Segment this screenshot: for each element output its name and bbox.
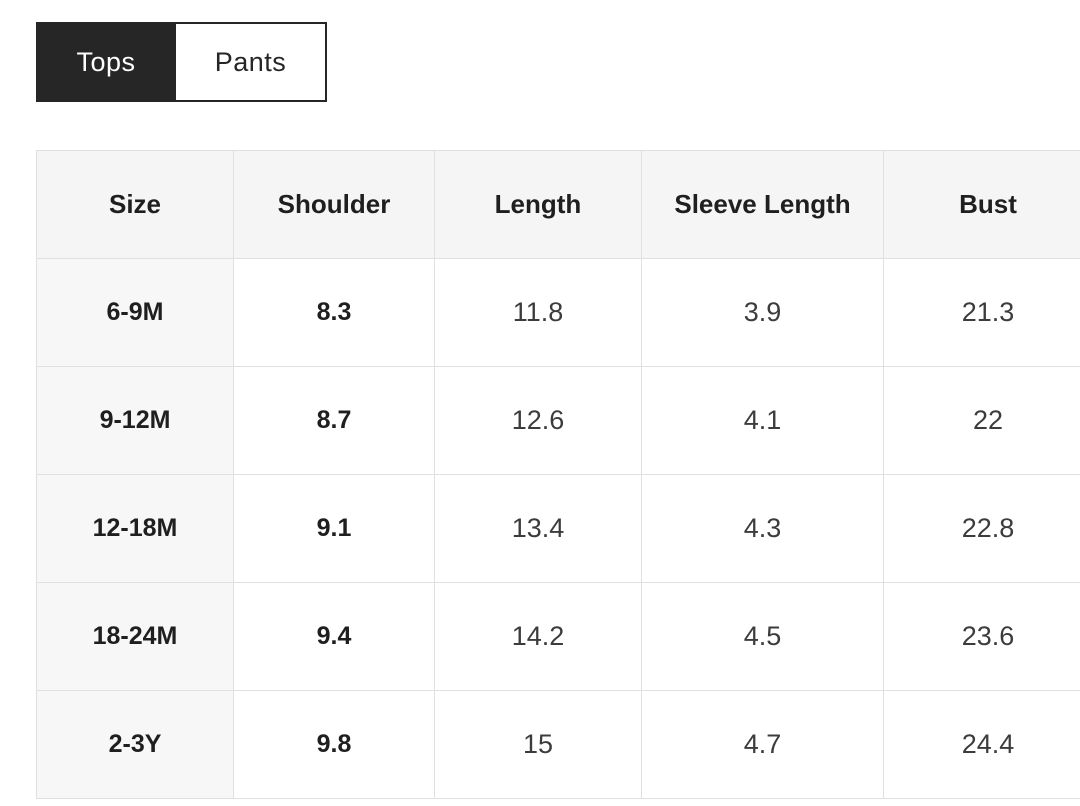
cell-size: 6-9M bbox=[36, 258, 234, 367]
cell-sleeve-length: 4.3 bbox=[641, 474, 884, 583]
cell-bust: 21.3 bbox=[883, 258, 1080, 367]
cell-size: 12-18M bbox=[36, 474, 234, 583]
cell-size: 2-3Y bbox=[36, 690, 234, 799]
cell-shoulder: 9.1 bbox=[233, 474, 435, 583]
cell-sleeve-length: 4.7 bbox=[641, 690, 884, 799]
header-shoulder: Shoulder bbox=[233, 150, 435, 259]
header-size: Size bbox=[36, 150, 234, 259]
header-sleeve-length: Sleeve Length bbox=[641, 150, 884, 259]
cell-shoulder: 8.3 bbox=[233, 258, 435, 367]
table-header: Size Shoulder Length Sleeve Length Bust bbox=[36, 150, 1080, 259]
table-row: 12-18M 9.1 13.4 4.3 22.8 bbox=[36, 474, 1080, 583]
cell-bust: 24.4 bbox=[883, 690, 1080, 799]
tab-pants[interactable]: Pants bbox=[174, 22, 327, 102]
table-row: 2-3Y 9.8 15 4.7 24.4 bbox=[36, 690, 1080, 799]
table-body: 6-9M 8.3 11.8 3.9 21.3 9-12M 8.7 12.6 4.… bbox=[36, 258, 1080, 799]
cell-length: 12.6 bbox=[434, 366, 642, 475]
cell-shoulder: 9.4 bbox=[233, 582, 435, 691]
cell-bust: 23.6 bbox=[883, 582, 1080, 691]
table-row: 9-12M 8.7 12.6 4.1 22 bbox=[36, 366, 1080, 475]
size-chart-tabs: Tops Pants bbox=[36, 22, 1080, 102]
tab-tops[interactable]: Tops bbox=[36, 22, 176, 102]
cell-sleeve-length: 4.5 bbox=[641, 582, 884, 691]
header-length: Length bbox=[434, 150, 642, 259]
cell-sleeve-length: 3.9 bbox=[641, 258, 884, 367]
cell-shoulder: 9.8 bbox=[233, 690, 435, 799]
cell-shoulder: 8.7 bbox=[233, 366, 435, 475]
cell-size: 9-12M bbox=[36, 366, 234, 475]
cell-length: 15 bbox=[434, 690, 642, 799]
cell-length: 14.2 bbox=[434, 582, 642, 691]
cell-length: 11.8 bbox=[434, 258, 642, 367]
cell-length: 13.4 bbox=[434, 474, 642, 583]
header-bust: Bust bbox=[883, 150, 1080, 259]
cell-bust: 22.8 bbox=[883, 474, 1080, 583]
cell-size: 18-24M bbox=[36, 582, 234, 691]
cell-sleeve-length: 4.1 bbox=[641, 366, 884, 475]
table-row: 6-9M 8.3 11.8 3.9 21.3 bbox=[36, 258, 1080, 367]
size-chart-table: Size Shoulder Length Sleeve Length Bust … bbox=[36, 150, 1080, 799]
size-chart-table-wrapper: Size Shoulder Length Sleeve Length Bust … bbox=[36, 150, 1080, 799]
cell-bust: 22 bbox=[883, 366, 1080, 475]
table-row: 18-24M 9.4 14.2 4.5 23.6 bbox=[36, 582, 1080, 691]
header-row: Size Shoulder Length Sleeve Length Bust bbox=[36, 150, 1080, 259]
